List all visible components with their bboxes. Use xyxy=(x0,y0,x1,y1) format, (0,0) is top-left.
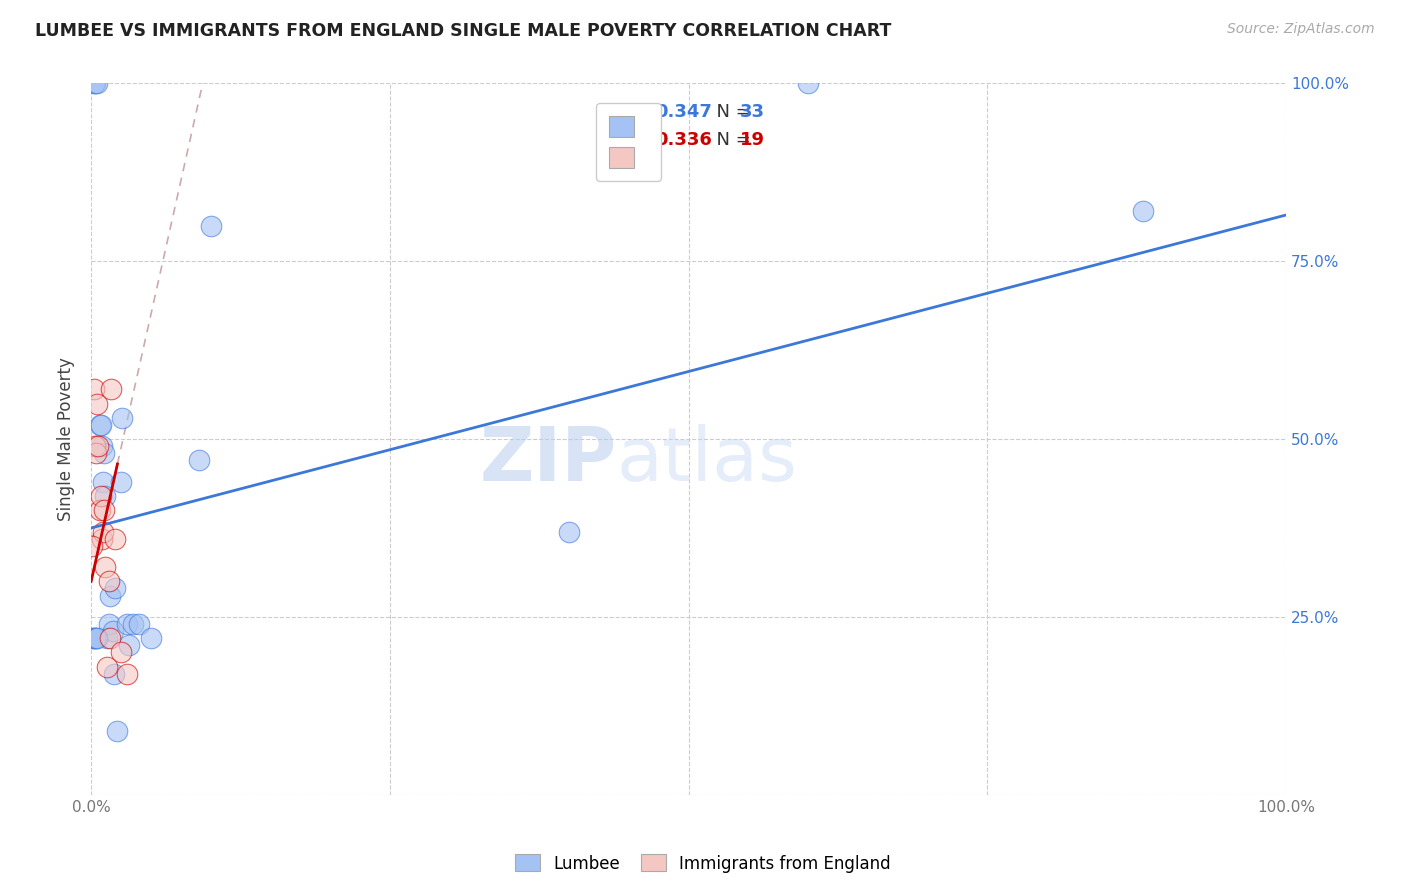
Legend: Lumbee, Immigrants from England: Lumbee, Immigrants from England xyxy=(509,847,897,880)
Point xyxy=(98,631,121,645)
Text: R =: R = xyxy=(627,131,665,149)
Point xyxy=(115,666,138,681)
Text: LUMBEE VS IMMIGRANTS FROM ENGLAND SINGLE MALE POVERTY CORRELATION CHART: LUMBEE VS IMMIGRANTS FROM ENGLAND SINGLE… xyxy=(35,22,891,40)
Point xyxy=(115,617,138,632)
Point xyxy=(98,589,121,603)
Text: N =: N = xyxy=(706,131,756,149)
Point xyxy=(84,631,107,645)
Point xyxy=(90,439,112,453)
Point xyxy=(111,410,134,425)
Point xyxy=(94,560,117,574)
Point xyxy=(83,77,105,91)
Y-axis label: Single Male Poverty: Single Male Poverty xyxy=(58,357,75,521)
Point xyxy=(104,582,127,596)
Point xyxy=(90,532,112,546)
Text: Source: ZipAtlas.com: Source: ZipAtlas.com xyxy=(1227,22,1375,37)
Text: atlas: atlas xyxy=(617,424,797,497)
Point xyxy=(98,574,121,589)
Text: 33: 33 xyxy=(740,103,765,120)
Point xyxy=(100,382,122,396)
Point xyxy=(122,617,145,632)
Point xyxy=(107,723,129,738)
Point xyxy=(83,382,105,396)
Point xyxy=(93,446,115,460)
Point xyxy=(90,417,112,432)
Legend: , : , xyxy=(596,103,661,181)
Point xyxy=(110,475,132,489)
Point xyxy=(83,631,105,645)
Text: R =: R = xyxy=(627,103,665,120)
Point xyxy=(82,631,104,645)
Point xyxy=(101,624,124,639)
Point xyxy=(86,631,108,645)
Point xyxy=(91,475,114,489)
Point xyxy=(1132,204,1154,219)
Point xyxy=(90,489,112,503)
Point xyxy=(128,617,150,632)
Point xyxy=(200,219,222,233)
Point xyxy=(96,631,118,645)
Point xyxy=(96,659,118,673)
Text: ZIP: ZIP xyxy=(479,424,617,497)
Point xyxy=(83,77,105,91)
Point xyxy=(104,532,127,546)
Point xyxy=(84,446,107,460)
Text: N =: N = xyxy=(706,103,756,120)
Point xyxy=(139,631,162,645)
Point xyxy=(91,524,114,539)
Point xyxy=(87,439,110,453)
Point xyxy=(118,638,141,652)
Point xyxy=(82,539,104,553)
Point xyxy=(83,631,105,645)
Point xyxy=(98,617,121,632)
Text: 0.336: 0.336 xyxy=(655,131,711,149)
Point xyxy=(94,489,117,503)
Point xyxy=(110,645,132,659)
Text: 0.347: 0.347 xyxy=(655,103,711,120)
Text: 19: 19 xyxy=(740,131,765,149)
Point xyxy=(558,524,581,539)
Point xyxy=(89,503,111,517)
Point xyxy=(89,417,111,432)
Point xyxy=(83,439,105,453)
Point xyxy=(103,666,125,681)
Point xyxy=(86,396,108,410)
Point xyxy=(93,503,115,517)
Point xyxy=(187,453,209,467)
Point xyxy=(86,77,108,91)
Point xyxy=(797,77,820,91)
